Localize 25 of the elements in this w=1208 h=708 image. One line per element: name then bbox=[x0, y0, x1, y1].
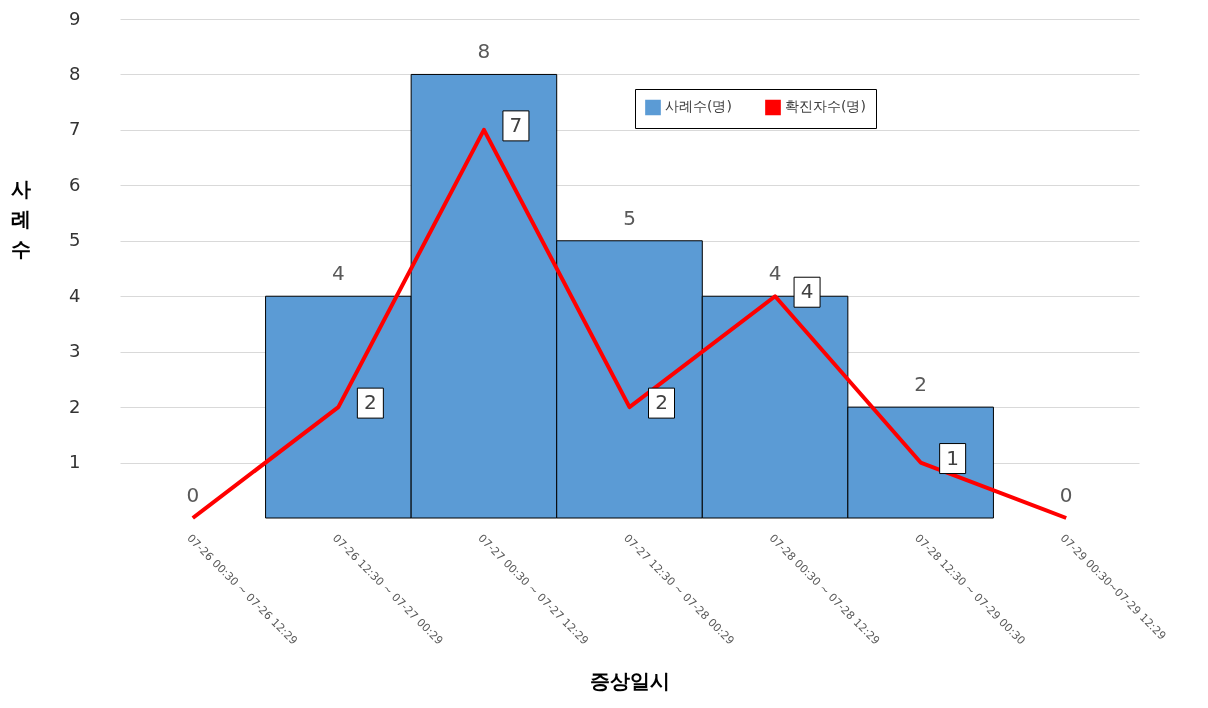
data-label: 4 bbox=[768, 261, 782, 286]
data-label: 7 bbox=[509, 112, 523, 137]
y-tick-label: 2 bbox=[69, 395, 81, 417]
y-tick-label: 8 bbox=[69, 62, 81, 84]
y-tick-label: 4 bbox=[69, 284, 81, 306]
y-tick-label: 3 bbox=[69, 340, 81, 362]
y-tick-label: 6 bbox=[69, 173, 81, 195]
data-label: 1 bbox=[946, 445, 960, 470]
data-label: 4 bbox=[800, 279, 814, 304]
y-tick-label: 9 bbox=[69, 7, 81, 29]
data-label: 2 bbox=[914, 372, 928, 397]
y-tick-label: 5 bbox=[69, 229, 81, 251]
y-tick-label: 1 bbox=[69, 451, 81, 473]
legend-label: 사례수(명) bbox=[665, 98, 732, 115]
y-axis-title: 사례수 bbox=[10, 176, 31, 261]
y-tick-label: 7 bbox=[69, 118, 81, 140]
data-label: 0 bbox=[1059, 483, 1073, 507]
legend-label: 확진자수(명) bbox=[785, 98, 866, 115]
x-axis-title: 증상일시 bbox=[590, 668, 670, 693]
data-label: 2 bbox=[655, 390, 668, 415]
data-label: 0 bbox=[186, 483, 200, 507]
data-label: 8 bbox=[477, 39, 491, 64]
data-label: 2 bbox=[363, 390, 377, 415]
data-label: 5 bbox=[623, 205, 636, 230]
data-label: 4 bbox=[331, 261, 345, 286]
